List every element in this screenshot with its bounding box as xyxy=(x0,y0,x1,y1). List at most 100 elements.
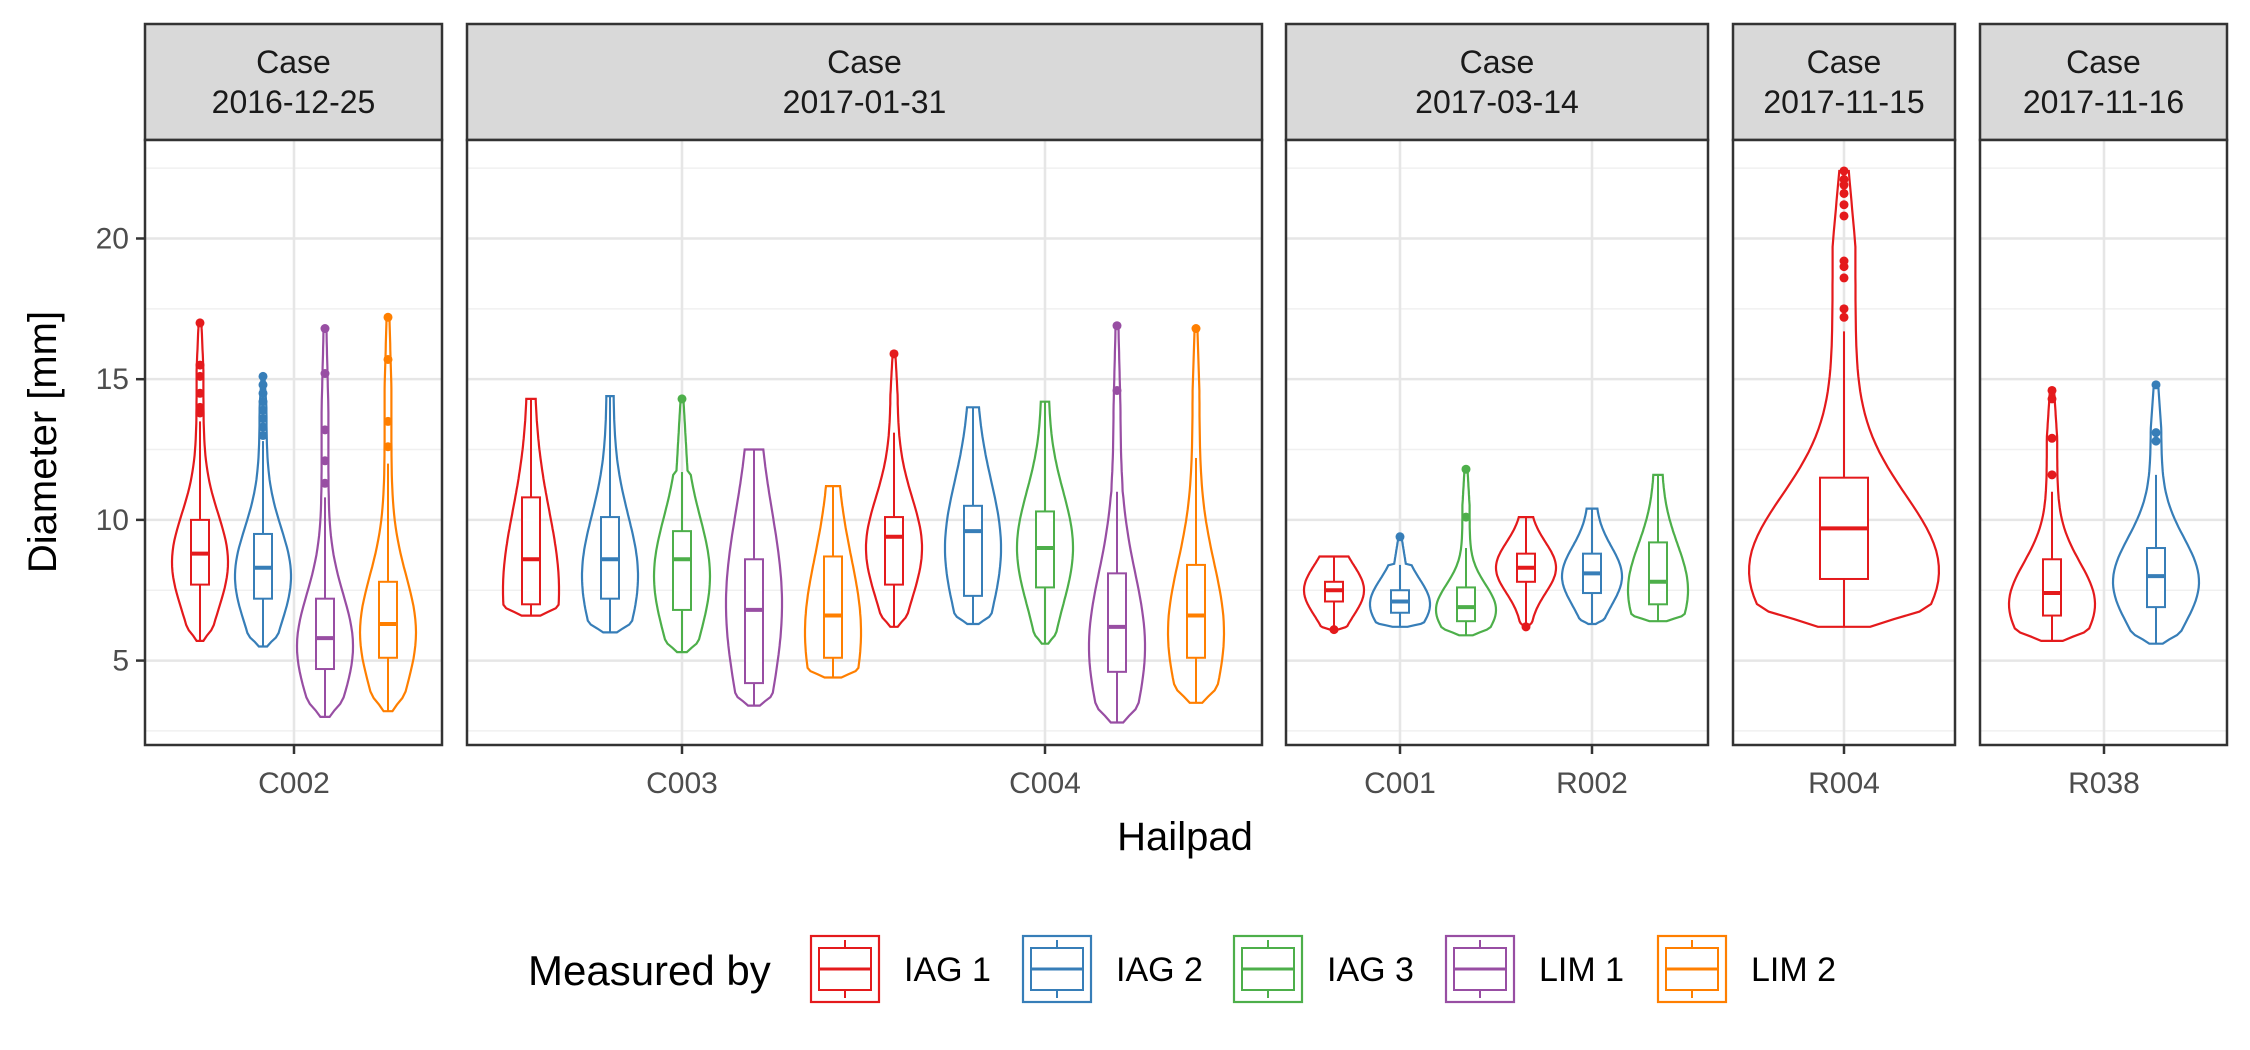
legend-item: IAG 1 xyxy=(809,934,991,1004)
outlier-point xyxy=(2047,385,2057,395)
violin-outline xyxy=(724,448,784,707)
outlier-point xyxy=(1839,188,1849,198)
outlier-point xyxy=(1461,512,1471,522)
facet-panel: Case 2016-12-25 C002 xyxy=(143,22,444,800)
hailpad-group xyxy=(864,321,1226,724)
facet-label-line1: Case xyxy=(1460,44,1535,80)
outlier-point xyxy=(1839,256,1849,266)
violin-lim-2 xyxy=(358,312,418,713)
outlier-point xyxy=(1191,324,1201,334)
x-axis-title: Hailpad xyxy=(1117,815,1253,859)
facet-panel: Case 2017-11-16 R038 xyxy=(1978,22,2229,800)
x-tick-label: R004 xyxy=(1808,767,1880,800)
box xyxy=(1648,541,1668,606)
box xyxy=(744,558,764,685)
facet-panels: Case 2016-12-25 C002 Case 2017-01-31 C003 C004… xyxy=(143,22,2229,800)
violin-iag-2 xyxy=(1560,507,1624,626)
outlier-point xyxy=(195,388,205,398)
box xyxy=(1107,572,1127,673)
violin-outline xyxy=(501,397,561,617)
panel-background xyxy=(467,140,1262,745)
outlier-point xyxy=(1395,532,1405,542)
box xyxy=(521,496,541,606)
facet-label-line1: Case xyxy=(1807,44,1882,80)
violin-lim-1 xyxy=(295,324,355,719)
facet-strip xyxy=(1284,22,1710,142)
legend-item: IAG 2 xyxy=(1021,934,1203,1004)
facet-panel: Case 2017-01-31 C003 C004 xyxy=(465,22,1264,800)
outlier-point xyxy=(1461,464,1471,474)
legend-label: LIM 2 xyxy=(1751,951,1836,989)
facet-strip xyxy=(1978,22,2229,142)
legend-item: IAG 3 xyxy=(1232,934,1414,1004)
facet-strip xyxy=(465,22,1264,142)
facet-label-line2: 2017-11-15 xyxy=(1763,84,1924,120)
outlier-point xyxy=(2151,380,2161,390)
box xyxy=(2042,558,2062,617)
outlier-point xyxy=(195,402,205,412)
violin-outline xyxy=(1560,507,1624,626)
facet-label-line1: Case xyxy=(2066,44,2141,80)
violin-outline xyxy=(1494,515,1558,628)
facet-label-line2: 2017-03-14 xyxy=(1415,84,1579,120)
y-tick-label: 10 xyxy=(96,504,129,537)
facet-label-line1: Case xyxy=(256,44,331,80)
violin-iag-3 xyxy=(1015,400,1075,645)
box xyxy=(1456,586,1476,623)
outlier-point xyxy=(1839,166,1849,176)
legend-label: IAG 1 xyxy=(904,951,991,989)
outlier-point xyxy=(258,405,268,415)
outlier-point xyxy=(1839,211,1849,221)
violin-lim-1 xyxy=(1087,321,1147,724)
x-tick-label: C001 xyxy=(1364,767,1436,800)
hailpad-group xyxy=(1494,473,1690,632)
facet-panel: Case 2017-11-15 R004 xyxy=(1731,22,1957,800)
facet-label-line1: Case xyxy=(827,44,902,80)
outlier-point xyxy=(1839,200,1849,210)
outlier-point xyxy=(320,425,330,435)
violin-iag-2 xyxy=(1368,532,1432,628)
violin-iag-1 xyxy=(864,349,924,628)
hailpad-group xyxy=(170,312,418,719)
violin-iag-1 xyxy=(1494,515,1558,632)
x-tick-label: C002 xyxy=(258,767,330,800)
violin-iag-2 xyxy=(943,406,1003,626)
y-tick-label: 15 xyxy=(96,363,129,396)
facet-strip xyxy=(1731,22,1957,142)
violin-iag-2 xyxy=(233,371,293,648)
facet-label-line2: 2016-12-25 xyxy=(212,84,376,120)
x-tick-label: R038 xyxy=(2068,767,2140,800)
panel-border xyxy=(465,138,1264,747)
violin-iag-3 xyxy=(652,394,712,654)
panel-background xyxy=(1286,140,1708,745)
violin-iag-1 xyxy=(1302,555,1366,635)
box xyxy=(963,504,983,597)
legend-label: IAG 3 xyxy=(1327,951,1414,989)
facet-strip xyxy=(143,22,444,142)
y-axis: 5 10 15 20 xyxy=(96,222,145,678)
outlier-point xyxy=(383,416,393,426)
outlier-point xyxy=(889,349,899,359)
box xyxy=(823,555,843,659)
hailpad-group xyxy=(501,394,863,707)
box xyxy=(378,580,398,659)
hailpad-group xyxy=(1302,464,1498,637)
legend-item: LIM 2 xyxy=(1656,934,1836,1004)
outlier-point xyxy=(320,456,330,466)
legend-label: IAG 2 xyxy=(1116,951,1203,989)
violin-lim-2 xyxy=(1166,324,1226,704)
outlier-point xyxy=(383,312,393,322)
facet-panel: Case 2017-03-14 C001 R002 xyxy=(1284,22,1710,800)
violin-iag-3 xyxy=(1626,473,1690,623)
legend-label: LIM 1 xyxy=(1539,951,1624,989)
outlier-point xyxy=(258,397,268,407)
outlier-point xyxy=(258,371,268,381)
violin-outline xyxy=(1626,473,1690,623)
outlier-point xyxy=(1839,312,1849,322)
outlier-point xyxy=(1839,304,1849,314)
violin-iag-2 xyxy=(580,395,640,634)
violin-iag-1 xyxy=(1747,166,1941,628)
outlier-point xyxy=(2151,428,2161,438)
outlier-point xyxy=(1521,622,1531,632)
box xyxy=(672,530,692,611)
